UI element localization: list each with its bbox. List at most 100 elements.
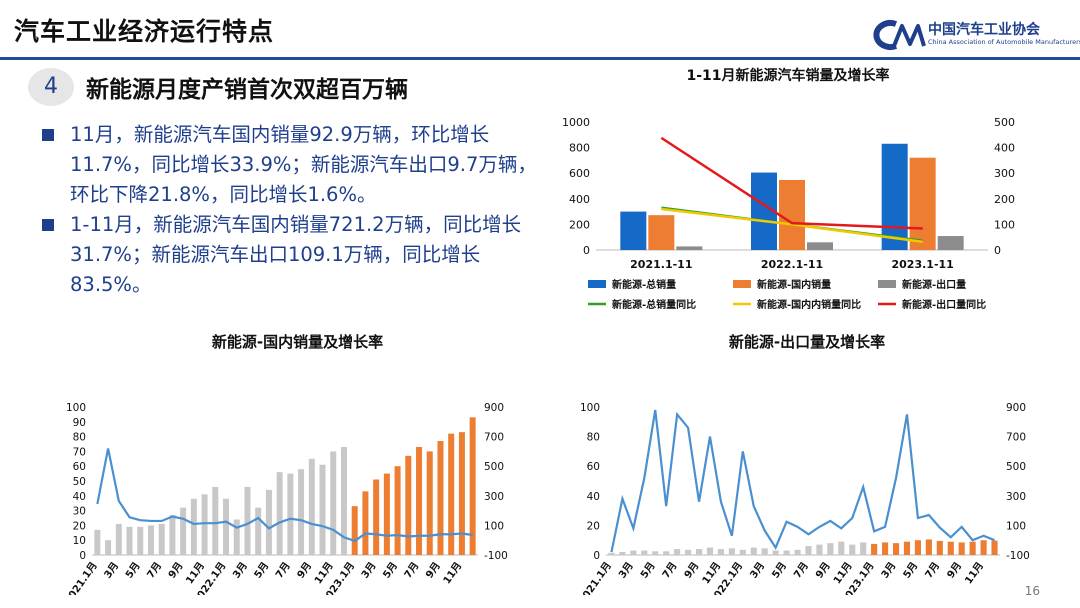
- x-tick-label: 3月: [230, 560, 250, 581]
- logo-text-cn: 中国汽车工业协会: [928, 22, 1040, 38]
- bar: [827, 543, 834, 555]
- bar: [190, 498, 197, 555]
- bar: [244, 486, 251, 555]
- bar: [728, 548, 735, 555]
- bar: [223, 498, 230, 555]
- x-tick-label: 2023.1-11: [892, 258, 954, 271]
- y-right-tick-label: 300: [1006, 491, 1026, 503]
- bar: [469, 417, 476, 555]
- bar: [641, 550, 648, 555]
- legend-label: 新能源-国内销量: [757, 278, 831, 291]
- bar: [630, 550, 637, 555]
- x-tick-label: 7月: [402, 560, 422, 581]
- y-left-tick-label: 1000: [562, 116, 590, 129]
- bar-2: [648, 215, 675, 250]
- x-tick-label: 5月: [769, 560, 789, 581]
- bar: [608, 552, 615, 555]
- bar: [783, 550, 790, 555]
- bar-1: [620, 211, 647, 250]
- bar: [925, 539, 932, 555]
- x-tick-label: 3月: [102, 560, 122, 581]
- bar: [94, 529, 101, 555]
- bar: [458, 432, 465, 555]
- y-right-tick-label: 900: [1006, 402, 1026, 414]
- y-left-tick-label: 20: [73, 520, 86, 532]
- y-left-tick-label: 0: [79, 550, 86, 562]
- bar: [158, 523, 165, 555]
- y-left-tick-label: 20: [587, 520, 600, 532]
- line-series-2: [661, 207, 923, 244]
- bar: [761, 548, 768, 555]
- x-tick-label: 3月: [359, 560, 379, 581]
- y-left-tick-label: 100: [66, 402, 86, 414]
- bar: [750, 547, 757, 555]
- y-left-tick-label: 30: [73, 506, 86, 518]
- bar: [319, 464, 326, 555]
- y-left-tick-label: 600: [569, 167, 590, 180]
- y-right-tick-label: -100: [484, 550, 508, 562]
- bar: [233, 519, 240, 555]
- bar: [619, 552, 626, 555]
- square-bullet-icon: [42, 129, 54, 141]
- legend-label: 新能源-出口量: [902, 278, 966, 291]
- square-bullet-icon: [42, 219, 54, 231]
- growth-line: [610, 409, 995, 553]
- x-tick-label: 9月: [682, 560, 702, 581]
- x-tick-label: 5月: [123, 560, 143, 581]
- bullet-list: 11月，新能源汽车国内销量92.9万辆，环比增长11.7%，同比增长33.9%；…: [40, 120, 545, 300]
- bar: [947, 541, 954, 555]
- x-tick-label: 2021.1月: [576, 560, 614, 595]
- x-tick-label: 5月: [638, 560, 658, 581]
- bar: [871, 543, 878, 555]
- y-right-tick-label: 400: [994, 142, 1015, 155]
- bar: [739, 549, 746, 555]
- x-tick-label: 9月: [166, 560, 186, 581]
- bar: [383, 473, 390, 555]
- y-left-tick-label: 70: [73, 446, 86, 458]
- y-left-tick-label: 0: [583, 244, 590, 257]
- y-right-tick-label: 300: [994, 167, 1015, 180]
- bullet-item: 1-11月，新能源汽车国内销量721.2万辆，同比增长31.7%；新能源汽车出口…: [40, 210, 545, 300]
- bar: [373, 479, 380, 555]
- bar: [180, 507, 187, 555]
- y-right-tick-label: 900: [484, 402, 504, 414]
- y-right-tick-label: 700: [484, 432, 504, 444]
- x-tick-label: 3月: [879, 560, 899, 581]
- chart-title: 新能源-出口量及增长率: [729, 333, 885, 351]
- growth-line: [96, 448, 473, 543]
- legend-swatch: [878, 280, 896, 288]
- y-left-tick-label: 50: [73, 476, 86, 488]
- bar: [201, 494, 208, 555]
- legend-label: 新能源-国内内销量同比: [757, 298, 861, 311]
- y-right-tick-label: 300: [484, 491, 504, 503]
- bar: [298, 469, 305, 555]
- x-tick-label: 9月: [423, 560, 443, 581]
- y-right-tick-label: 100: [1006, 520, 1026, 532]
- bar: [652, 551, 659, 555]
- bar: [849, 544, 856, 555]
- bar: [255, 507, 262, 555]
- y-left-tick-label: 100: [580, 402, 600, 414]
- bar: [126, 526, 133, 555]
- bar: [838, 541, 845, 555]
- x-tick-label: 5月: [252, 560, 272, 581]
- x-tick-label: 11月: [962, 560, 986, 586]
- x-tick-label: 2021.1-11: [630, 258, 692, 271]
- bar: [426, 451, 433, 555]
- y-right-tick-label: 500: [994, 116, 1015, 129]
- bar: [772, 550, 779, 555]
- bar: [936, 540, 943, 555]
- domestic-sales-chart: 新能源-国内销量及增长率1009080706050403020100900700…: [62, 333, 508, 595]
- x-tick-label: 11月: [441, 560, 465, 586]
- x-tick-label: 3月: [748, 560, 768, 581]
- bar: [437, 441, 444, 555]
- bar: [448, 433, 455, 555]
- legend-label: 新能源-总销量同比: [612, 298, 696, 311]
- x-tick-label: 7月: [923, 560, 943, 581]
- y-left-tick-label: 0: [593, 550, 600, 562]
- x-tick-label: 9月: [945, 560, 965, 581]
- bar: [276, 472, 283, 555]
- bar: [416, 446, 423, 555]
- bar: [674, 549, 681, 555]
- bar: [362, 491, 369, 555]
